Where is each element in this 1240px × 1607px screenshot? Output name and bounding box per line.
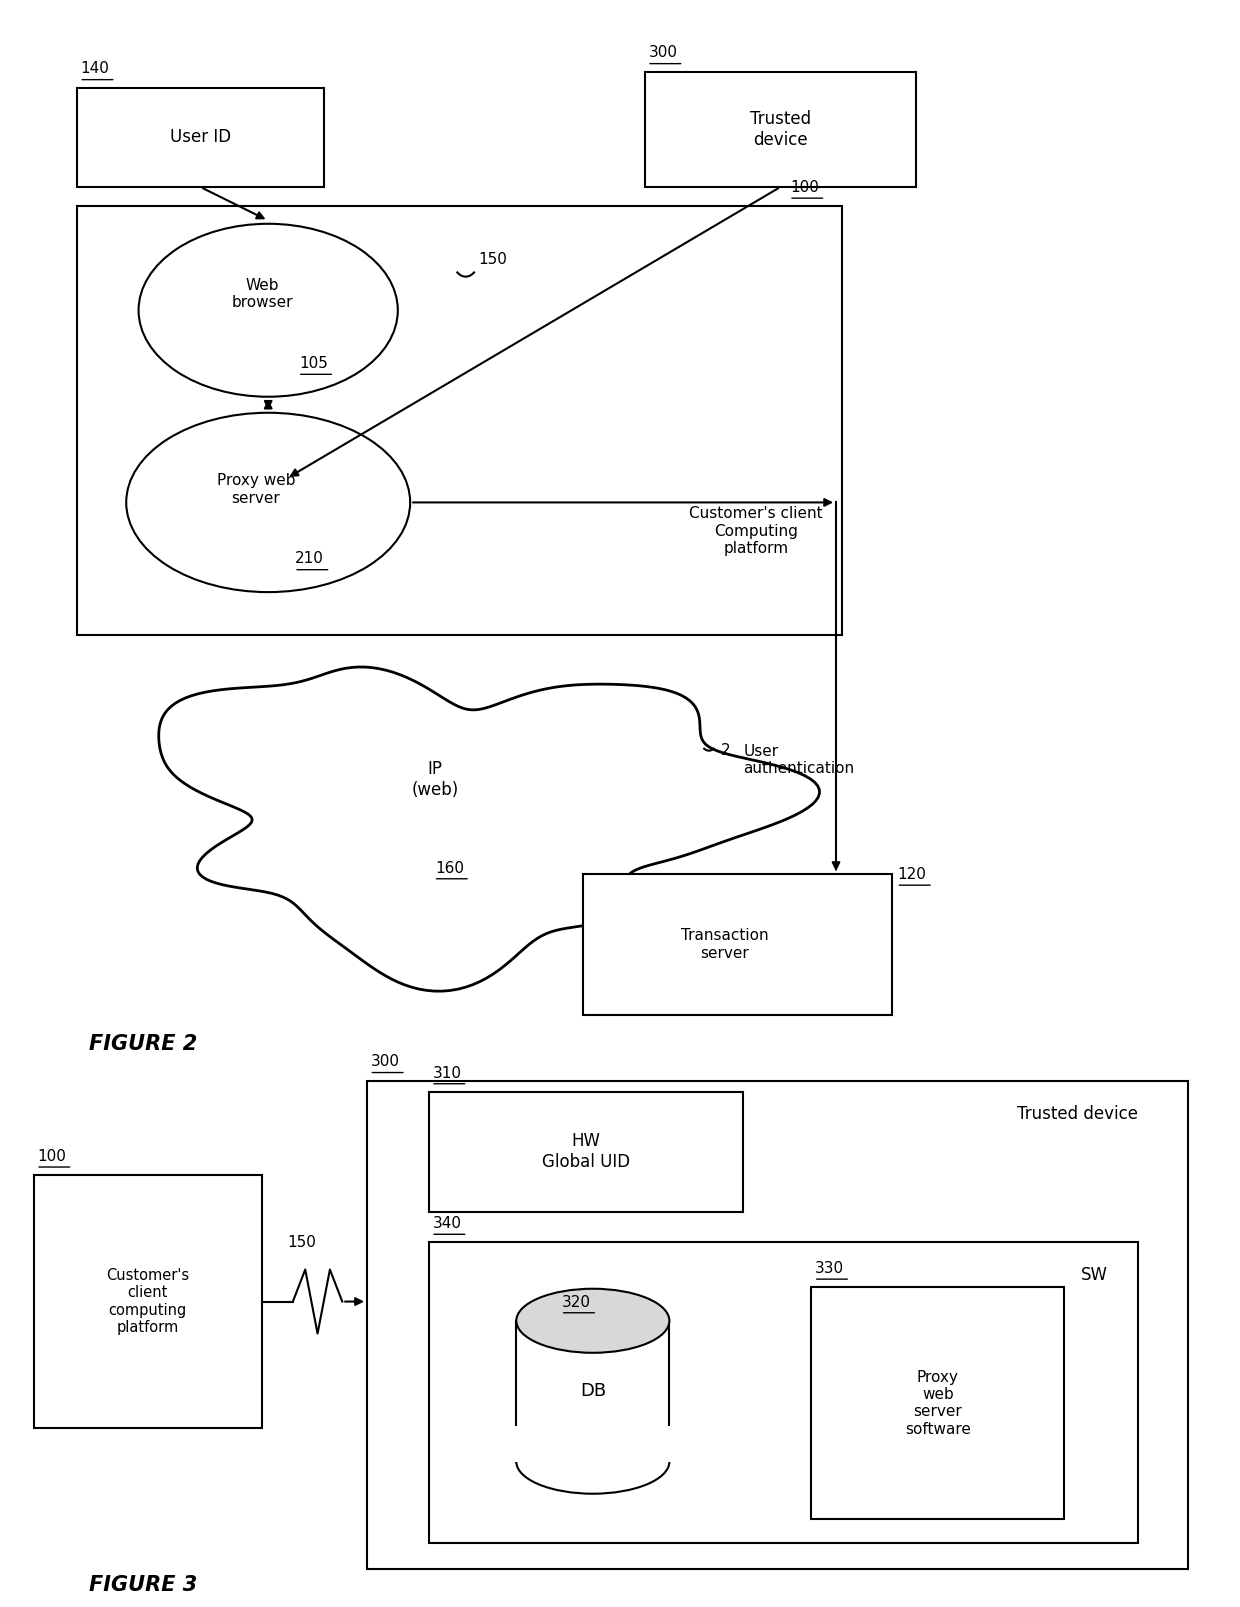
Text: 300: 300 — [649, 45, 677, 61]
Text: 100: 100 — [37, 1149, 66, 1163]
Text: User
authentication: User authentication — [744, 744, 854, 776]
FancyBboxPatch shape — [583, 874, 892, 1016]
FancyBboxPatch shape — [77, 88, 324, 186]
Text: 2: 2 — [722, 742, 730, 759]
FancyBboxPatch shape — [367, 1080, 1188, 1568]
FancyBboxPatch shape — [429, 1242, 1138, 1543]
FancyBboxPatch shape — [645, 72, 916, 186]
Text: DB: DB — [580, 1382, 606, 1400]
Text: 160: 160 — [435, 861, 464, 876]
Text: Proxy web
server: Proxy web server — [217, 474, 295, 506]
FancyBboxPatch shape — [77, 206, 842, 635]
FancyBboxPatch shape — [33, 1175, 262, 1429]
Text: 310: 310 — [433, 1065, 461, 1080]
Text: 150: 150 — [479, 252, 507, 267]
Text: Trusted device: Trusted device — [1018, 1104, 1138, 1123]
Text: 340: 340 — [433, 1216, 461, 1231]
Ellipse shape — [139, 223, 398, 397]
Ellipse shape — [126, 413, 410, 591]
Text: 105: 105 — [299, 357, 327, 371]
Text: Trusted
device: Trusted device — [750, 109, 811, 149]
FancyBboxPatch shape — [429, 1091, 744, 1212]
FancyBboxPatch shape — [512, 1427, 673, 1462]
PathPatch shape — [159, 667, 820, 992]
Text: 140: 140 — [81, 61, 109, 77]
Text: 330: 330 — [815, 1261, 844, 1276]
Text: Customer's client
Computing
platform: Customer's client Computing platform — [689, 506, 822, 556]
Text: 210: 210 — [295, 551, 324, 567]
Text: SW: SW — [1080, 1266, 1107, 1284]
Text: 120: 120 — [898, 866, 926, 882]
Text: 300: 300 — [371, 1054, 399, 1069]
FancyBboxPatch shape — [811, 1287, 1064, 1519]
Text: User ID: User ID — [170, 129, 231, 146]
Text: Web
browser: Web browser — [232, 278, 293, 310]
Text: Transaction
server: Transaction server — [681, 929, 769, 961]
Text: Proxy
web
server
software: Proxy web server software — [905, 1369, 971, 1437]
Ellipse shape — [516, 1289, 670, 1353]
Ellipse shape — [516, 1430, 670, 1495]
Text: HW
Global UID: HW Global UID — [542, 1133, 630, 1172]
FancyBboxPatch shape — [516, 1321, 670, 1462]
Text: 100: 100 — [790, 180, 820, 194]
Text: 150: 150 — [288, 1236, 316, 1250]
Text: FIGURE 3: FIGURE 3 — [89, 1575, 197, 1596]
Text: 320: 320 — [562, 1295, 591, 1310]
Text: IP
(web): IP (web) — [412, 760, 459, 799]
Text: FIGURE 2: FIGURE 2 — [89, 1033, 197, 1054]
Text: Customer's
client
computing
platform: Customer's client computing platform — [107, 1268, 190, 1335]
